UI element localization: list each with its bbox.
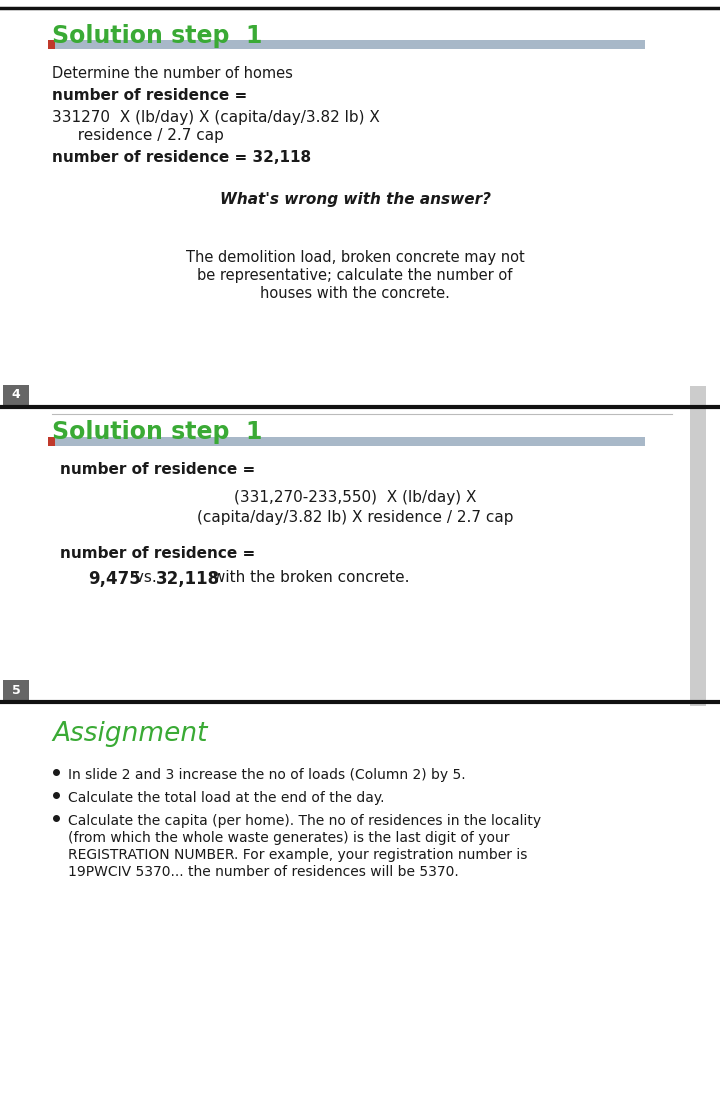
Text: Solution step  1: Solution step 1 xyxy=(52,24,262,48)
Text: number of residence =: number of residence = xyxy=(60,546,256,561)
FancyBboxPatch shape xyxy=(3,680,29,700)
Text: number of residence =: number of residence = xyxy=(52,88,247,103)
Text: Solution step  1: Solution step 1 xyxy=(52,420,262,444)
Text: 32,118: 32,118 xyxy=(156,570,220,588)
Text: residence / 2.7 cap: residence / 2.7 cap xyxy=(68,128,224,143)
Text: In slide 2 and 3 increase the no of loads (Column 2) by 5.: In slide 2 and 3 increase the no of load… xyxy=(68,768,466,782)
Text: 19PWCIV 5370... the number of residences will be 5370.: 19PWCIV 5370... the number of residences… xyxy=(68,865,459,879)
Bar xyxy=(55,437,645,446)
Text: houses with the concrete.: houses with the concrete. xyxy=(260,286,450,301)
Bar xyxy=(48,40,55,49)
Text: REGISTRATION NUMBER. For example, your registration number is: REGISTRATION NUMBER. For example, your r… xyxy=(68,848,527,862)
Text: (capita/day/3.82 lb) X residence / 2.7 cap: (capita/day/3.82 lb) X residence / 2.7 c… xyxy=(197,510,513,525)
Text: Calculate the total load at the end of the day.: Calculate the total load at the end of t… xyxy=(68,791,384,805)
Text: 9,475: 9,475 xyxy=(88,570,140,588)
Text: 5: 5 xyxy=(12,684,20,697)
Text: number of residence =: number of residence = xyxy=(60,462,256,477)
Text: number of residence = 32,118: number of residence = 32,118 xyxy=(52,150,311,165)
Bar xyxy=(690,386,706,706)
Text: Assignment: Assignment xyxy=(52,721,207,747)
Text: 4: 4 xyxy=(12,388,20,401)
Bar xyxy=(48,437,55,446)
Text: What's wrong with the answer?: What's wrong with the answer? xyxy=(220,192,490,207)
Text: with the broken concrete.: with the broken concrete. xyxy=(208,570,410,585)
Text: be representative; calculate the number of: be representative; calculate the number … xyxy=(197,268,513,283)
Text: Determine the number of homes: Determine the number of homes xyxy=(52,66,293,81)
FancyBboxPatch shape xyxy=(3,385,29,405)
Text: (331,270-233,550)  X (lb/day) X: (331,270-233,550) X (lb/day) X xyxy=(234,490,476,505)
Text: vs.: vs. xyxy=(130,570,161,585)
Bar xyxy=(55,40,645,49)
Text: Calculate the capita (per home). The no of residences in the locality: Calculate the capita (per home). The no … xyxy=(68,814,541,828)
Text: (from which the whole waste generates) is the last digit of your: (from which the whole waste generates) i… xyxy=(68,831,510,845)
Text: The demolition load, broken concrete may not: The demolition load, broken concrete may… xyxy=(186,250,524,265)
Text: 331270  X (lb/day) X (capita/day/3.82 lb) X: 331270 X (lb/day) X (capita/day/3.82 lb)… xyxy=(52,109,380,125)
